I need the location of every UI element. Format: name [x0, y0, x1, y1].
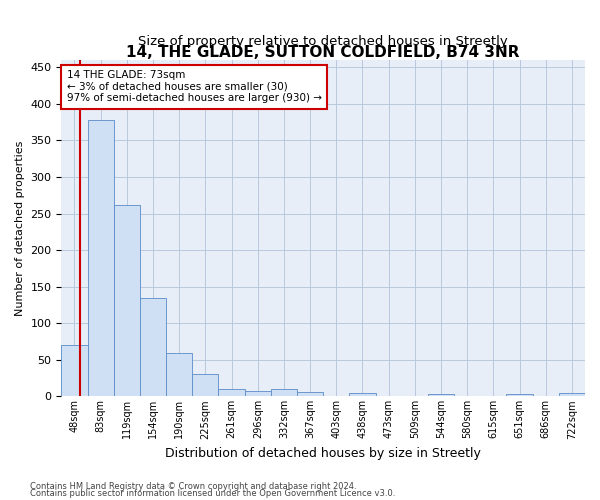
Text: Contains public sector information licensed under the Open Government Licence v3: Contains public sector information licen…: [30, 489, 395, 498]
Bar: [297, 392, 323, 396]
Bar: [140, 298, 166, 396]
Bar: [271, 389, 297, 396]
Bar: [218, 389, 245, 396]
Bar: [193, 374, 218, 396]
Title: 14, THE GLADE, SUTTON COLDFIELD, B74 3NR: 14, THE GLADE, SUTTON COLDFIELD, B74 3NR: [127, 45, 520, 60]
Bar: [245, 390, 271, 396]
Bar: [166, 353, 193, 397]
Bar: [559, 394, 585, 396]
X-axis label: Distribution of detached houses by size in Streetly: Distribution of detached houses by size …: [165, 447, 481, 460]
Bar: [114, 205, 140, 396]
Text: 14 THE GLADE: 73sqm
← 3% of detached houses are smaller (30)
97% of semi-detache: 14 THE GLADE: 73sqm ← 3% of detached hou…: [67, 70, 322, 103]
Text: Size of property relative to detached houses in Streetly: Size of property relative to detached ho…: [139, 35, 508, 48]
Bar: [61, 345, 88, 397]
Bar: [88, 120, 114, 396]
Y-axis label: Number of detached properties: Number of detached properties: [15, 140, 25, 316]
Bar: [349, 394, 376, 396]
Bar: [506, 394, 533, 396]
Text: Contains HM Land Registry data © Crown copyright and database right 2024.: Contains HM Land Registry data © Crown c…: [30, 482, 356, 491]
Bar: [428, 394, 454, 396]
